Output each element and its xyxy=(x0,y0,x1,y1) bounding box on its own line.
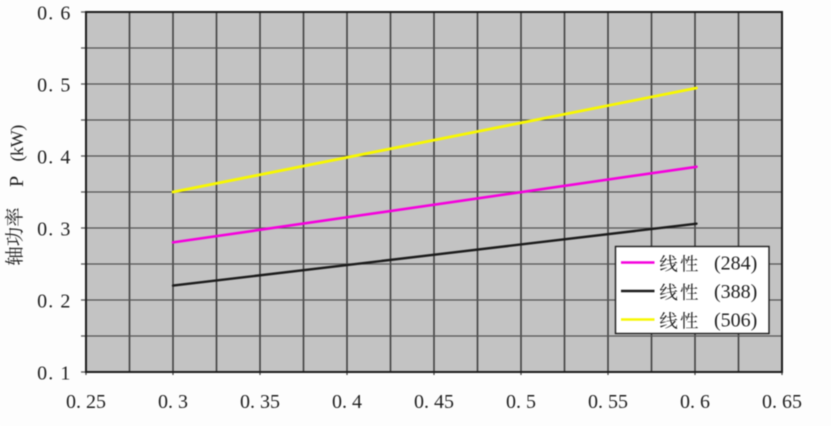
svg-text:P: P xyxy=(6,176,28,187)
svg-text:0. 45: 0. 45 xyxy=(414,391,454,413)
svg-text:0. 25: 0. 25 xyxy=(66,391,106,413)
svg-text:0. 65: 0. 65 xyxy=(762,391,802,413)
svg-text:0. 5: 0. 5 xyxy=(506,391,536,413)
svg-text:0. 4: 0. 4 xyxy=(37,147,71,169)
svg-text:0. 4: 0. 4 xyxy=(332,391,362,413)
svg-text:0. 6: 0. 6 xyxy=(680,391,710,413)
svg-text:0. 1: 0. 1 xyxy=(37,363,71,385)
svg-text:0. 2: 0. 2 xyxy=(37,291,71,313)
svg-text:(506): (506) xyxy=(714,310,757,332)
svg-text:(284): (284) xyxy=(714,253,757,275)
svg-text:0. 6: 0. 6 xyxy=(37,3,71,25)
svg-text:0. 5: 0. 5 xyxy=(37,75,71,97)
svg-text:0. 35: 0. 35 xyxy=(240,391,280,413)
svg-text:0. 3: 0. 3 xyxy=(37,219,71,241)
svg-text:(388): (388) xyxy=(714,281,757,303)
svg-text:0. 55: 0. 55 xyxy=(588,391,628,413)
svg-text:(kW): (kW) xyxy=(7,125,28,162)
svg-text:0. 3: 0. 3 xyxy=(158,391,188,413)
